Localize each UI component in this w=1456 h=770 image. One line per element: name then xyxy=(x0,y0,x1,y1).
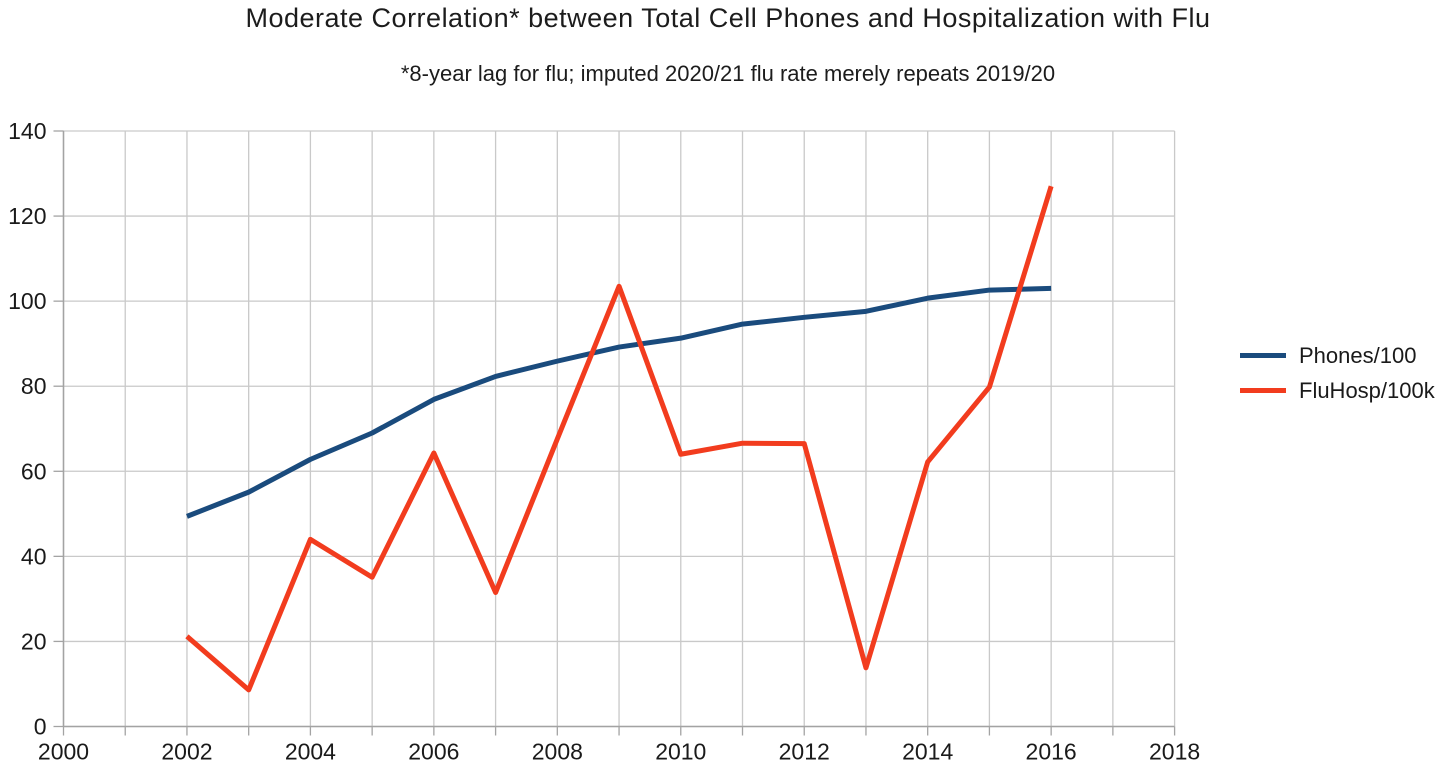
legend-label-fluhosp: FluHosp/100k xyxy=(1299,377,1435,403)
legend-item-fluhosp: FluHosp/100k xyxy=(1240,377,1435,404)
y-tick-label: 0 xyxy=(34,714,47,740)
legend-item-phones: Phones/100 xyxy=(1240,342,1435,369)
legend-label-phones: Phones/100 xyxy=(1299,342,1417,368)
phones-line-swatch xyxy=(1240,353,1286,358)
x-tick-label: 2014 xyxy=(902,739,953,765)
chart-title: Moderate Correlation* between Total Cell… xyxy=(245,3,1211,33)
x-tick-label: 2010 xyxy=(655,739,706,765)
x-tick-label: 2016 xyxy=(1026,739,1077,765)
y-tick-label: 140 xyxy=(8,118,46,144)
x-tick-label: 2004 xyxy=(285,739,336,765)
chart-subtitle: *8-year lag for flu; imputed 2020/21 flu… xyxy=(400,61,1056,86)
y-tick-label: 20 xyxy=(21,628,47,654)
x-tick-label: 2012 xyxy=(779,739,830,765)
y-tick-label: 60 xyxy=(21,458,47,484)
y-tick-label: 40 xyxy=(21,543,47,569)
series-line-phones-100 xyxy=(186,285,1052,519)
x-tick-label: 2008 xyxy=(532,739,583,765)
x-tick-label: 2000 xyxy=(38,739,89,765)
series-line-fluhosp-100k xyxy=(185,185,1054,693)
fluhosp-line-swatch xyxy=(1240,388,1286,393)
x-tick-label: 2018 xyxy=(1149,739,1200,765)
y-tick-label: 80 xyxy=(21,373,47,399)
legend: Phones/100 FluHosp/100k xyxy=(1240,342,1435,412)
y-tick-label: 100 xyxy=(8,288,46,314)
x-tick-label: 2006 xyxy=(408,739,459,765)
x-tick-label: 2002 xyxy=(161,739,212,765)
y-tick-label: 120 xyxy=(8,203,46,229)
